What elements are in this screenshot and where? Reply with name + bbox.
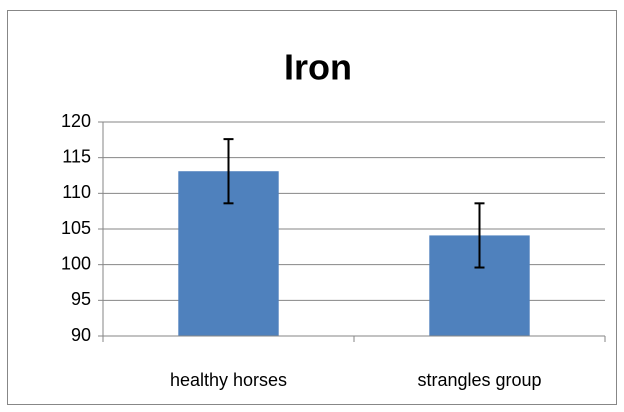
chart-title: Iron xyxy=(284,47,352,88)
x-tick-label: strangles group xyxy=(417,370,541,390)
x-tick-label: healthy horses xyxy=(170,370,287,390)
y-tick-label: 100 xyxy=(61,253,91,273)
y-tick-label: 95 xyxy=(71,289,91,309)
y-tick-label: 110 xyxy=(62,182,91,202)
y-tick-label: 115 xyxy=(62,146,91,166)
error-bar xyxy=(223,138,234,205)
y-tick-label: 90 xyxy=(71,325,91,345)
error-bar xyxy=(474,202,485,269)
chart-border xyxy=(7,10,617,405)
y-tick-label: 120 xyxy=(61,111,91,131)
y-tick-label: 105 xyxy=(61,218,91,238)
